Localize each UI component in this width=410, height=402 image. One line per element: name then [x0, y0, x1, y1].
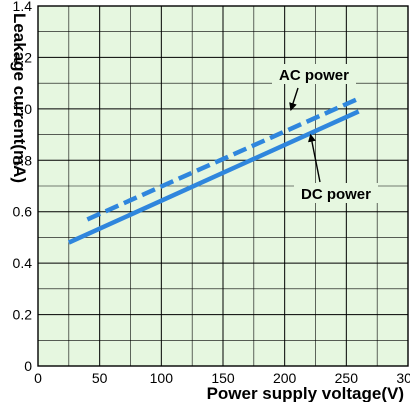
- y-tick-label: 1.0: [13, 101, 33, 117]
- plot-frame: [37, 5, 409, 367]
- series-line-dc-power: [67, 109, 360, 245]
- annotation-ac-background: [272, 64, 356, 84]
- x-tick-label: 0: [34, 370, 42, 386]
- y-tick-label: 0.6: [13, 204, 33, 220]
- x-tick-label: 250: [335, 370, 359, 386]
- y-tick-label: 1.4: [13, 0, 33, 14]
- x-tick-label: 100: [150, 370, 174, 386]
- tick-labels: 0 50 100 150 200 250 300 0 0.2 0.4 0.6 0.8 1.0 1.2 1.4: [13, 0, 410, 386]
- annotation-ac-arrow: [289, 87, 299, 111]
- annotation-dc-power: DC power: [301, 186, 371, 203]
- y-tick-label: 0.4: [13, 255, 33, 271]
- series-line-ac-power: [86, 96, 360, 222]
- annotation-dc-arrow: [308, 133, 321, 183]
- x-tick-label: 300: [396, 370, 410, 386]
- annotation-ac-power: AC power: [279, 67, 349, 84]
- y-tick-label: 0: [24, 358, 32, 374]
- x-axis-label: Power supply voltage(V): [207, 384, 404, 402]
- annotation-dc-background: [294, 183, 378, 203]
- x-tick-label: 50: [92, 370, 108, 386]
- y-tick-label: 0.8: [13, 152, 33, 168]
- annotations: AC power DC power: [272, 64, 378, 203]
- y-tick-label: 0.2: [13, 307, 33, 323]
- series-group: [67, 96, 360, 245]
- y-axis-label: Leakage current(mA): [10, 13, 29, 183]
- y-tick-label: 1.2: [13, 49, 33, 65]
- x-tick-label: 150: [211, 370, 235, 386]
- x-tick-label: 200: [273, 370, 297, 386]
